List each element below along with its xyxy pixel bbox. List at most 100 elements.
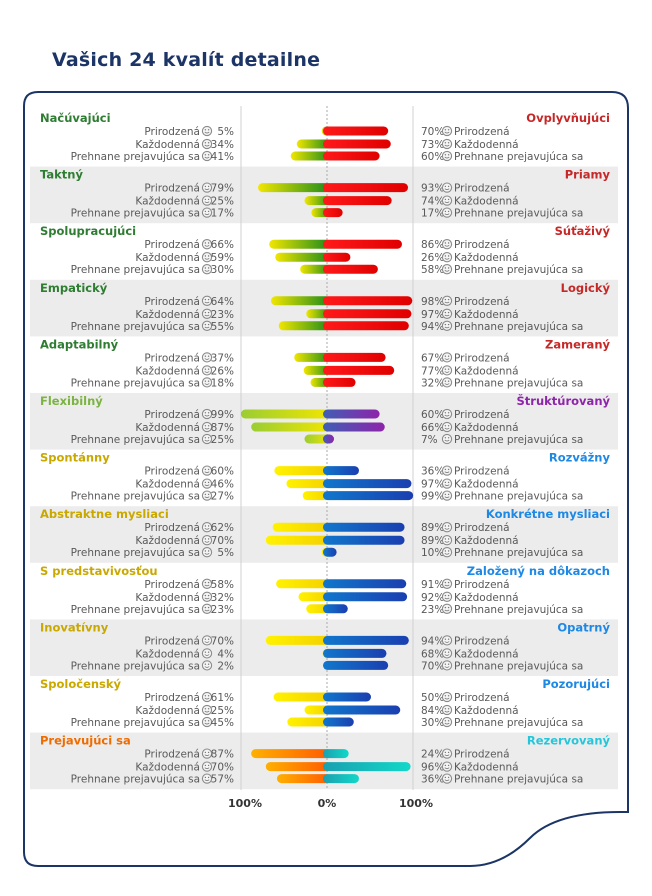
axis-label-center: 0% (318, 797, 337, 810)
row-label-left: Prehnane prejavujúca sa (71, 774, 200, 786)
trait-left-name: Abstraktne mysliaci (40, 507, 169, 521)
smiley-icon (201, 408, 213, 420)
row-label-left: Prehnane prejavujúca sa (71, 717, 200, 729)
right-bar (323, 321, 409, 331)
page-title: Vašich 24 kvalít detailne (52, 49, 321, 71)
left-value-label: 62% (211, 522, 234, 534)
smiley-icon (441, 578, 453, 589)
smiley-icon (201, 660, 213, 671)
row-label-left: Prirodzená (144, 409, 200, 421)
row-label-right: Prirodzená (454, 352, 510, 364)
left-bar (294, 352, 331, 362)
row-label-right: Prirodzená (454, 635, 510, 647)
row-label-right: Prirodzená (454, 239, 510, 251)
trait-left-name: Inovatívny (40, 620, 109, 634)
row-label-left: Prehnane prejavujúca sa (71, 208, 200, 220)
row-label-left: Prehnane prejavujúca sa (71, 151, 200, 163)
smiley-icon (441, 490, 453, 501)
trait-right-name: Ovplyvňujúci (526, 111, 610, 125)
trait-right-name: Zameraný (545, 337, 611, 351)
right-value-label: 26% (421, 252, 444, 264)
smiley-icon (441, 308, 453, 319)
row-label-right: Prirodzená (454, 579, 510, 591)
left-bar (251, 422, 331, 432)
right-bar (323, 352, 386, 362)
left-bar (273, 692, 331, 702)
left-value-label: 70% (211, 762, 234, 774)
left-value-label: 58% (211, 579, 234, 591)
row-label-right: Prirodzená (454, 126, 510, 138)
row-label-left: Prehnane prejavujúca sa (71, 604, 200, 616)
smiley-icon (201, 578, 213, 589)
right-bar (323, 151, 380, 161)
left-bar (270, 296, 331, 306)
left-value-label: 4% (217, 648, 234, 660)
row-label-right: Prehnane prejavujúca sa (454, 491, 583, 503)
row-label-right: Prirodzená (454, 692, 510, 704)
left-bar (300, 264, 331, 274)
smiley-icon (201, 773, 213, 784)
right-bar (323, 196, 392, 206)
smiley-icon (201, 591, 213, 602)
smiley-icon (201, 433, 213, 445)
left-bar (272, 522, 331, 532)
left-bar (274, 466, 331, 476)
right-value-label: 86% (421, 239, 444, 251)
row-label-left: Každodenná (135, 535, 200, 547)
left-value-label: 25% (211, 705, 234, 717)
left-value-label: 5% (217, 547, 234, 559)
row-label-left: Prirodzená (144, 183, 200, 195)
smiley-icon (201, 295, 213, 306)
left-value-label: 41% (211, 151, 234, 163)
row-label-left: Každodenná (135, 592, 200, 604)
left-value-label: 23% (211, 604, 234, 616)
right-value-label: 67% (421, 352, 444, 364)
row-label-right: Prirodzená (454, 466, 510, 478)
trait-left-name: Spolupracujúci (40, 224, 136, 238)
left-value-label: 87% (211, 749, 234, 761)
trait-right-name: Rezervovaný (527, 734, 611, 748)
right-bar (323, 126, 389, 136)
smiley-icon (441, 547, 453, 558)
smiley-icon (441, 252, 453, 263)
row-label-right: Prehnane prejavujúca sa (454, 434, 583, 446)
trait-right-name: Rozvážny (549, 451, 611, 465)
right-value-label: 99% (421, 491, 444, 503)
left-value-label: 25% (211, 196, 234, 208)
right-value-label: 94% (421, 635, 444, 647)
right-bar (323, 239, 402, 249)
right-bar (323, 705, 401, 715)
smiley-icon (441, 704, 453, 716)
right-value-label: 7% (421, 434, 438, 446)
right-value-label: 24% (421, 749, 444, 761)
right-value-label: 96% (421, 762, 444, 774)
left-value-label: 23% (211, 309, 234, 321)
smiley-icon (201, 716, 213, 728)
right-bar (323, 604, 348, 614)
row-label-right: Každodenná (454, 196, 519, 208)
row-label-right: Prirodzená (454, 296, 510, 308)
left-value-label: 2% (217, 660, 234, 672)
row-label-left: Každodenná (135, 196, 200, 208)
row-label-left: Prirodzená (144, 296, 200, 308)
right-value-label: 23% (421, 604, 444, 616)
left-bar (290, 151, 331, 161)
row-label-left: Prirodzená (144, 522, 200, 534)
right-bar (323, 522, 405, 532)
row-label-right: Každodenná (454, 648, 519, 660)
left-value-label: 32% (211, 592, 234, 604)
left-value-label: 30% (211, 264, 234, 276)
right-value-label: 10% (421, 547, 444, 559)
smiley-icon (201, 365, 213, 376)
right-bar (323, 409, 380, 419)
trait-left-name: Empatický (40, 281, 108, 295)
right-bar (323, 139, 391, 149)
row-label-left: Každodenná (135, 365, 200, 377)
trait-left-name: Adaptabilný (40, 337, 119, 351)
left-bar (265, 535, 331, 545)
smiley-icon (201, 421, 213, 433)
smiley-icon (201, 761, 213, 772)
smiley-icon (441, 207, 453, 218)
axis-label-right: 100% (399, 797, 433, 810)
